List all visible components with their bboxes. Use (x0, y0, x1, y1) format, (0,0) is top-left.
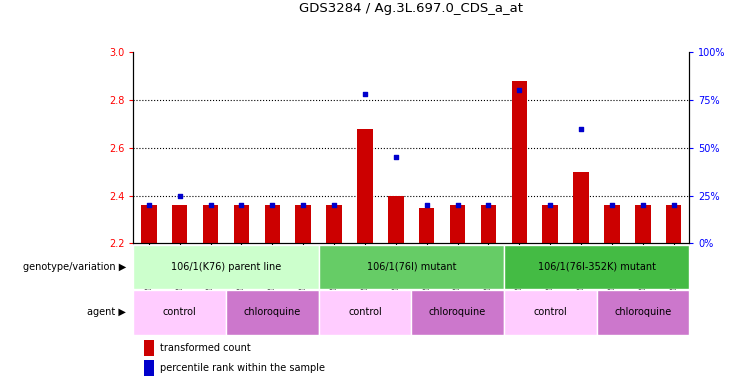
Point (637, 202, 649, 208)
Bar (666, 205, 682, 243)
Point (544, 202, 556, 208)
Bar (504, 245, 689, 289)
Text: 106/1(76I) mutant: 106/1(76I) mutant (367, 262, 456, 272)
Bar (319, 245, 504, 289)
Point (173, 192, 185, 199)
Point (606, 202, 618, 208)
Point (668, 202, 679, 208)
Bar (265, 205, 280, 243)
Point (297, 202, 309, 208)
Text: control: control (348, 307, 382, 317)
Bar (226, 290, 319, 334)
Bar (326, 205, 342, 243)
Bar (481, 205, 496, 243)
Point (514, 87, 525, 93)
Text: chloroquine: chloroquine (429, 307, 486, 317)
Point (359, 91, 370, 97)
Bar (144, 340, 154, 356)
Bar (574, 172, 589, 243)
Bar (233, 205, 249, 243)
Bar (504, 290, 597, 334)
Point (451, 202, 464, 208)
Bar (296, 205, 311, 243)
Point (575, 126, 587, 132)
Text: agent ▶: agent ▶ (87, 307, 126, 317)
Text: chloroquine: chloroquine (244, 307, 301, 317)
Bar (319, 290, 411, 334)
Bar (144, 360, 154, 376)
Bar (203, 205, 219, 243)
Bar (450, 205, 465, 243)
Point (328, 202, 340, 208)
Bar (604, 205, 619, 243)
Bar (133, 245, 319, 289)
Point (143, 202, 155, 208)
Bar (357, 129, 373, 243)
Point (421, 202, 433, 208)
Bar (388, 195, 404, 243)
Bar (141, 205, 156, 243)
Point (267, 202, 279, 208)
Text: genotype/variation ▶: genotype/variation ▶ (23, 262, 126, 272)
Bar (419, 207, 434, 243)
Text: transformed count: transformed count (160, 343, 250, 353)
Text: GDS3284 / Ag.3L.697.0_CDS_a_at: GDS3284 / Ag.3L.697.0_CDS_a_at (299, 2, 523, 15)
Bar (172, 205, 187, 243)
Bar (411, 290, 504, 334)
Text: control: control (163, 307, 196, 317)
Point (236, 202, 247, 208)
Text: 106/1(76I-352K) mutant: 106/1(76I-352K) mutant (537, 262, 656, 272)
Bar (635, 205, 651, 243)
Point (205, 202, 216, 208)
Point (482, 202, 494, 208)
Bar (542, 205, 558, 243)
Text: percentile rank within the sample: percentile rank within the sample (160, 363, 325, 373)
Bar (133, 290, 226, 334)
Text: control: control (534, 307, 567, 317)
Bar (597, 290, 689, 334)
Text: chloroquine: chloroquine (614, 307, 671, 317)
Text: 106/1(K76) parent line: 106/1(K76) parent line (171, 262, 281, 272)
Bar (511, 81, 527, 243)
Point (390, 154, 402, 161)
